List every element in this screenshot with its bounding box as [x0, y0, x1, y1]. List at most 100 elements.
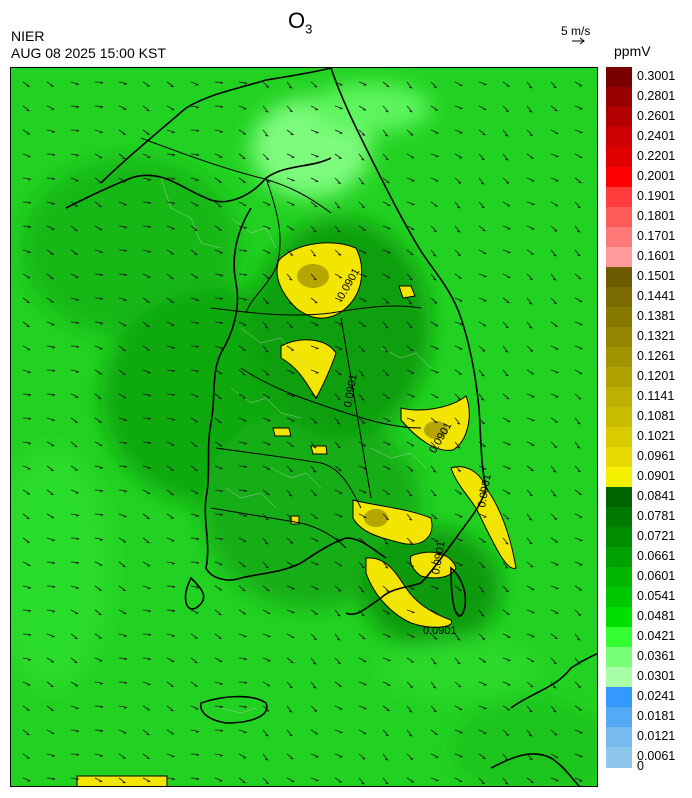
wind-arrowhead-icon: [195, 179, 199, 182]
wind-arrow-icon: [406, 201, 415, 205]
wind-arrow-icon: [214, 153, 223, 158]
wind-arrowhead-icon: [410, 134, 414, 136]
wind-arrow-icon: [406, 681, 414, 688]
wind-arrow-icon: [22, 513, 30, 520]
wind-arrowhead-icon: [481, 182, 485, 185]
county-borders: [160, 177, 432, 714]
wind-arrowhead-icon: [579, 540, 583, 542]
wind-arrow-icon: [46, 537, 55, 541]
wind-arrowhead-icon: [481, 158, 485, 161]
wind-arrow-icon: [430, 777, 439, 781]
colorbar-swatch: [606, 727, 632, 748]
wind-arrow-icon: [310, 633, 317, 640]
wind-arrowhead-icon: [265, 782, 269, 785]
wind-arrow-icon: [334, 633, 341, 641]
wind-arrow-icon: [430, 657, 437, 665]
colorbar-label: 0.1501: [637, 269, 676, 283]
wind-arrow-icon: [70, 153, 79, 156]
wind-arrowhead-icon: [579, 108, 583, 110]
wind-arrow-icon: [454, 201, 461, 209]
wind-arrow-icon: [550, 513, 558, 520]
colorbar-label: 0.0901: [637, 469, 676, 483]
wind-arrow-icon: [454, 129, 463, 134]
wind-arrow-icon: [574, 705, 583, 711]
wind-arrow-icon: [214, 753, 223, 756]
wind-arrowhead-icon: [100, 274, 104, 277]
wind-arrow-icon: [166, 249, 175, 255]
wind-arrow-icon: [478, 153, 485, 161]
wind-arrowhead-icon: [435, 156, 439, 158]
wind-arrow-icon: [118, 225, 127, 228]
wind-arrowhead-icon: [244, 682, 248, 685]
wind-arrow-icon: [502, 177, 510, 184]
wind-arrowhead-icon: [435, 780, 439, 782]
wind-arrowhead-icon: [27, 587, 31, 589]
colorbar-swatch: [606, 167, 632, 188]
wind-arrowhead-icon: [243, 108, 247, 110]
wind-arrow-icon: [334, 273, 343, 279]
wind-arrow-icon: [190, 633, 198, 639]
wind-arrow-icon: [286, 537, 294, 544]
wind-arrow-icon: [214, 129, 223, 132]
title-main: O: [288, 8, 306, 33]
wind-arrowhead-icon: [76, 130, 80, 133]
wind-arrow-icon: [430, 729, 438, 735]
wind-arrowhead-icon: [27, 468, 31, 470]
wind-arrow-icon: [70, 441, 78, 448]
wind-arrow-icon: [286, 201, 295, 206]
wind-arrow-icon: [526, 225, 535, 230]
wind-arrowhead-icon: [385, 590, 389, 592]
wind-arrow-icon: [334, 177, 341, 184]
wind-arrow-icon: [46, 681, 54, 688]
wind-arrow-icon: [406, 129, 414, 136]
wind-arrow-icon: [70, 177, 79, 182]
wind-arrow-icon: [262, 609, 271, 614]
wind-arrow-icon: [454, 321, 463, 325]
wind-arrow-icon: [94, 393, 102, 400]
wind-arrow-icon: [334, 225, 341, 233]
wind-arrow-icon: [334, 705, 343, 710]
wind-arrow-icon: [502, 777, 509, 785]
wind-arrow-icon: [478, 177, 485, 185]
wind-arrow-icon: [358, 297, 367, 302]
wind-arrowhead-icon: [219, 538, 224, 541]
wind-arrow-icon: [310, 537, 319, 542]
wind-arrowhead-icon: [409, 542, 413, 545]
wind-arrowhead-icon: [314, 86, 318, 88]
wind-arrow-icon: [70, 105, 80, 108]
wind-arrow-icon: [262, 537, 269, 545]
wind-arrowhead-icon: [220, 730, 224, 733]
wind-arrowhead-icon: [266, 374, 270, 376]
wind-arrow-icon: [382, 417, 391, 422]
wind-arrow-icon: [382, 225, 391, 229]
colorbar-swatch: [606, 227, 632, 248]
wind-arrowhead-icon: [28, 394, 32, 397]
wind-arrow-icon: [406, 369, 415, 374]
wind-arrowhead-icon: [289, 494, 293, 497]
wind-arrowhead-icon: [387, 660, 391, 662]
wind-arrowhead-icon: [337, 638, 341, 641]
wind-arrowhead-icon: [289, 470, 293, 472]
wind-arrowhead-icon: [553, 494, 557, 497]
wind-arrow-icon: [550, 417, 559, 423]
wind-arrowhead-icon: [124, 250, 128, 253]
wind-arrow-icon: [238, 585, 246, 592]
wind-arrowhead-icon: [265, 758, 269, 761]
wind-arrow-icon: [358, 465, 367, 470]
wind-arrow-icon: [526, 105, 533, 113]
wind-arrowhead-icon: [579, 132, 583, 134]
wind-arrow-icon: [550, 561, 559, 566]
wind-arrow-icon: [142, 345, 151, 351]
wind-arrow-icon: [70, 81, 79, 85]
wind-arrow-icon: [286, 369, 295, 374]
colorbar-swatch: [606, 307, 632, 328]
wind-arrow-icon: [262, 465, 271, 470]
wind-arrowhead-icon: [459, 756, 463, 758]
wind-arrowhead-icon: [75, 492, 79, 494]
wind-arrow-icon: [286, 177, 295, 181]
wind-arrowhead-icon: [172, 610, 176, 613]
wind-arrow-icon: [406, 153, 415, 159]
wind-arrowhead-icon: [458, 182, 462, 184]
wind-arrowhead-icon: [362, 638, 366, 640]
wind-arrow-icon: [214, 201, 222, 208]
